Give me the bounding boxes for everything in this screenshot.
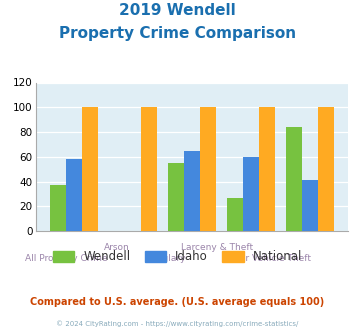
Bar	[200, 107, 215, 231]
Bar	[302, 180, 318, 231]
Bar	[243, 157, 259, 231]
Bar	[50, 185, 66, 231]
Text: Burglary: Burglary	[147, 254, 186, 263]
Text: All Property Crime: All Property Crime	[26, 254, 108, 263]
Bar	[82, 107, 98, 231]
Text: 2019 Wendell: 2019 Wendell	[119, 3, 236, 18]
Text: Arson: Arson	[104, 243, 130, 251]
Bar	[318, 107, 334, 231]
Text: © 2024 CityRating.com - https://www.cityrating.com/crime-statistics/: © 2024 CityRating.com - https://www.city…	[56, 320, 299, 327]
Bar	[141, 107, 157, 231]
Bar	[227, 198, 243, 231]
Bar	[259, 107, 275, 231]
Text: Larceny & Theft: Larceny & Theft	[181, 243, 253, 251]
Text: Compared to U.S. average. (U.S. average equals 100): Compared to U.S. average. (U.S. average …	[31, 297, 324, 307]
Bar	[286, 127, 302, 231]
Legend: Wendell, Idaho, National: Wendell, Idaho, National	[48, 246, 307, 268]
Bar	[168, 163, 184, 231]
Text: Property Crime Comparison: Property Crime Comparison	[59, 26, 296, 41]
Bar	[184, 150, 200, 231]
Text: Motor Vehicle Theft: Motor Vehicle Theft	[223, 254, 311, 263]
Bar	[66, 159, 82, 231]
